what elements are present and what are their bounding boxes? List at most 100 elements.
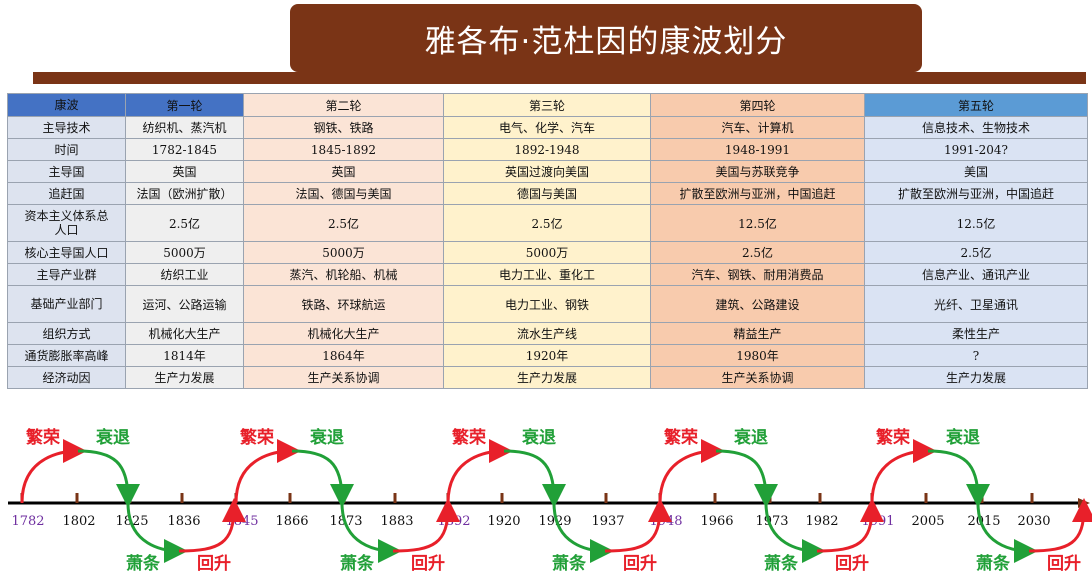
table-row: 资本主义体系总人口 2.5亿 2.5亿 2.5亿 12.5亿 12.5亿	[7, 204, 1088, 242]
table-cell: 流水生产线	[443, 322, 651, 345]
axis-arrow-icon	[1078, 498, 1090, 508]
table-cell: 钢铁、铁路	[243, 116, 444, 139]
table-cell: 1845-1892	[243, 138, 444, 161]
timeline-year-label: 1802	[62, 514, 95, 529]
table-corner-header: 康波	[7, 93, 126, 117]
phase-label-depression: 萧条	[764, 553, 799, 574]
table-cell: 1864年	[243, 344, 444, 367]
depression-arc	[126, 502, 188, 563]
table-cell: 1814年	[125, 344, 244, 367]
column-header: 第五轮	[864, 93, 1088, 117]
title-underline-bar	[33, 72, 1086, 84]
timeline-year-label: 1991	[861, 514, 894, 529]
table-cell: 法国、德国与美国	[243, 182, 444, 205]
timeline-year-label: 1892	[437, 514, 470, 529]
column-header: 第二轮	[243, 93, 444, 117]
phase-label-recession: 衰退	[521, 427, 556, 448]
table-cell: 美国与苏联竞争	[650, 160, 865, 183]
table-cell: 生产关系协调	[650, 366, 865, 389]
table-cell: 柔性生产	[864, 322, 1088, 345]
timeline-year-label: 1836	[167, 514, 200, 529]
table-cell: 1980年	[650, 344, 865, 367]
title-banner: 雅各布·范杜因的康波划分	[290, 4, 922, 72]
phase-label-prosperity: 繁荣	[663, 427, 698, 448]
table-cell: 5000万	[243, 241, 444, 264]
phase-label-prosperity: 繁荣	[25, 427, 60, 448]
phase-label-depression: 萧条	[340, 553, 375, 574]
recession-arc	[77, 449, 140, 508]
depression-arc	[976, 502, 1038, 563]
timeline-year-label: 1782	[11, 514, 44, 529]
timeline-year-label: 1937	[591, 514, 624, 529]
recovery-arc	[392, 498, 460, 553]
table-cell: 电气、化学、汽车	[443, 116, 651, 139]
table-cell: 生产力发展	[125, 366, 244, 389]
table-cell: 12.5亿	[864, 204, 1088, 242]
column-header: 第三轮	[443, 93, 651, 117]
phase-label-depression: 萧条	[976, 553, 1011, 574]
table-cell: 纺织工业	[125, 263, 244, 286]
table-cell: 2.5亿	[125, 204, 244, 242]
table-cell: 电力工业、重化工	[443, 263, 651, 286]
table-cell: 机械化大生产	[243, 322, 444, 345]
timeline-year-label: 1982	[805, 514, 838, 529]
prosperity-arc	[234, 439, 301, 504]
phase-label-recovery: 回升	[835, 554, 869, 574]
row-label: 经济动因	[7, 366, 126, 389]
page-title: 雅各布·范杜因的康波划分	[424, 23, 788, 60]
phase-label-depression: 萧条	[126, 553, 161, 574]
table-cell: 机械化大生产	[125, 322, 244, 345]
table-cell: 建筑、公路建设	[650, 285, 865, 323]
table-cell: 2.5亿	[650, 241, 865, 264]
prosperity-arc	[446, 439, 513, 504]
table-cell: 纺织机、蒸汽机	[125, 116, 244, 139]
timeline-year-label: 1966	[700, 514, 733, 529]
table-row: 经济动因 生产力发展 生产关系协调 生产力发展 生产关系协调 生产力发展	[7, 366, 1088, 389]
row-label: 时间	[7, 138, 126, 161]
phase-label-recovery: 回升	[1047, 554, 1081, 574]
table-row: 追赶国 法国（欧洲扩散） 法国、德国与美国 德国与美国 扩散至欧洲与亚洲，中国追赶 扩散至…	[7, 182, 1088, 205]
phase-label-recession: 衰退	[733, 427, 768, 448]
table-row: 核心主导国人口 5000万 5000万 5000万 2.5亿 2.5亿	[7, 241, 1088, 264]
depression-arc	[764, 502, 826, 563]
table-cell: 扩散至欧洲与亚洲，中国追赶	[864, 182, 1088, 205]
recovery-arc	[816, 498, 884, 553]
depression-arc	[340, 502, 402, 563]
prosperity-arc	[658, 439, 725, 504]
phase-label-prosperity: 繁荣	[239, 427, 274, 448]
table-cell: ?	[864, 344, 1088, 367]
row-label: 组织方式	[7, 322, 126, 345]
table-cell: 铁路、环球航运	[243, 285, 444, 323]
row-label: 主导产业群	[7, 263, 126, 286]
row-label: 资本主义体系总人口	[7, 204, 126, 242]
prosperity-arc	[20, 439, 87, 504]
timeline-year-label: 1948	[649, 514, 682, 529]
table-cell: 1892-1948	[443, 138, 651, 161]
table-cell: 5000万	[125, 241, 244, 264]
table-cell: 12.5亿	[650, 204, 865, 242]
prosperity-arc	[870, 439, 937, 504]
table-row: 主导技术 纺织机、蒸汽机 钢铁、铁路 电气、化学、汽车 汽车、计算机 信息技术、生物技术	[7, 116, 1088, 139]
phase-label-depression: 萧条	[552, 553, 587, 574]
timeline-year-label: 2005	[911, 514, 944, 529]
column-header: 第四轮	[650, 93, 865, 117]
phase-label-recovery: 回升	[411, 554, 445, 574]
recession-arc	[503, 449, 566, 508]
row-label: 主导技术	[7, 116, 126, 139]
table-row: 基础产业部门 运河、公路运输 铁路、环球航运 电力工业、钢铁 建筑、公路建设 光纤、卫星通…	[7, 285, 1088, 323]
table-cell: 2.5亿	[864, 241, 1088, 264]
recession-arc	[291, 449, 354, 508]
timeline-year-label: 1920	[487, 514, 520, 529]
table-cell: 5000万	[443, 241, 651, 264]
recession-arc	[927, 449, 990, 508]
timeline-year-label: 1973	[755, 514, 788, 529]
table-cell: 2.5亿	[243, 204, 444, 242]
phase-label-recession: 衰退	[95, 427, 130, 448]
recovery-arc	[1028, 498, 1092, 553]
table-cell: 生产关系协调	[243, 366, 444, 389]
timeline-year-label: 1866	[275, 514, 308, 529]
table-cell: 1948-1991	[650, 138, 865, 161]
table-cell: 1782-1845	[125, 138, 244, 161]
table-cell: 汽车、钢铁、耐用消费品	[650, 263, 865, 286]
table-cell: 信息技术、生物技术	[864, 116, 1088, 139]
